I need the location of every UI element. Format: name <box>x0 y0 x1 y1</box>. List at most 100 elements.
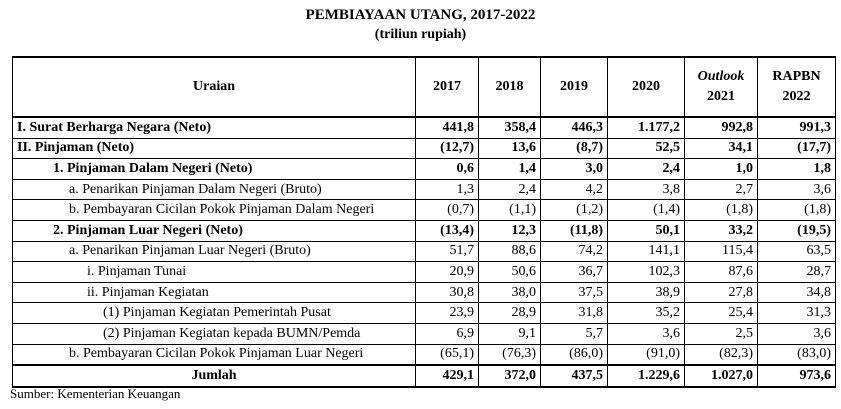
cell-2021: 34,1 <box>684 137 758 159</box>
cell-2017: (12,7) <box>415 137 479 159</box>
cell-2020: 35,2 <box>607 302 685 324</box>
row-pinjaman-dalam-negeri: 1. Pinjaman Dalam Negeri (Neto) 0,6 1,4 … <box>12 158 836 180</box>
cell-2020: 38,9 <box>607 281 685 303</box>
cell-2017: 441,8 <box>415 117 479 139</box>
cell-2017: 6,9 <box>415 322 479 345</box>
cell-2019: 446,3 <box>540 117 608 139</box>
cell-2019: (8,7) <box>540 137 608 159</box>
cell-2021: (82,3) <box>684 343 758 366</box>
cell-2022: 28,7 <box>757 261 836 283</box>
cell-2021: 1.027,0 <box>684 364 758 388</box>
cell-2022: 34,8 <box>757 281 836 303</box>
table-subtitle: (triliun rupiah) <box>374 27 467 42</box>
row-kegiatan-bumn-pemda: (2) Pinjaman Kegiatan kepada BUMN/Pemda … <box>12 322 836 345</box>
row-label: (1) Pinjaman Kegiatan Pemerintah Pusat <box>12 302 416 324</box>
cell-2020: 52,5 <box>607 137 685 159</box>
cell-2021: 1,0 <box>684 158 758 180</box>
cell-2021: 2,7 <box>684 178 758 200</box>
cell-2022: 63,5 <box>757 240 836 262</box>
cell-2021: 2,5 <box>684 322 758 345</box>
cell-2019: 437,5 <box>540 364 608 388</box>
cell-2022: 973,6 <box>757 364 836 388</box>
row-pinjaman-kegiatan: ii. Pinjaman Kegiatan 30,8 38,0 37,5 38,… <box>12 281 836 303</box>
cell-2022: (83,0) <box>757 343 836 366</box>
cell-2021: 992,8 <box>684 117 758 139</box>
cell-2022: 1,8 <box>757 158 836 180</box>
cell-2018: 28,9 <box>478 302 541 324</box>
row-kegiatan-pemerintah-pusat: (1) Pinjaman Kegiatan Pemerintah Pusat 2… <box>12 302 836 324</box>
row-label: a. Penarikan Pinjaman Luar Negeri (Bruto… <box>12 240 416 262</box>
header-year-2018: 2018 <box>478 56 541 118</box>
cell-2018: 13,6 <box>478 137 541 159</box>
cell-2017: (65,1) <box>415 343 479 366</box>
header-rapbn: RAPBN 2022 <box>757 56 836 118</box>
row-pinjaman-tunai: i. Pinjaman Tunai 20,9 50,6 36,7 102,3 8… <box>12 261 836 283</box>
cell-2019: 31,8 <box>540 302 608 324</box>
cell-2021: 115,4 <box>684 240 758 262</box>
row-label: ii. Pinjaman Kegiatan <box>12 281 416 303</box>
cell-2020: 141,1 <box>607 240 685 262</box>
header-year-2017: 2017 <box>415 56 479 118</box>
cell-2020: (91,0) <box>607 343 685 366</box>
cell-2018: 2,4 <box>478 178 541 200</box>
row-pembayaran-dalam-negeri: b. Pembayaran Cicilan Pokok Pinjaman Dal… <box>12 199 836 221</box>
row-label: b. Pembayaran Cicilan Pokok Pinjaman Dal… <box>12 199 416 221</box>
row-surat-berharga-negara: I. Surat Berharga Negara (Neto) 441,8 35… <box>12 117 836 139</box>
cell-2018: (76,3) <box>478 343 541 366</box>
row-pinjaman: II. Pinjaman (Neto) (12,7) 13,6 (8,7) 52… <box>12 137 836 159</box>
cell-2020: 1.229,6 <box>607 364 685 388</box>
row-label: 2. Pinjaman Luar Negeri (Neto) <box>12 219 416 242</box>
cell-2019: 37,5 <box>540 281 608 303</box>
header-year-2019: 2019 <box>540 56 608 118</box>
cell-2019: 74,2 <box>540 240 608 262</box>
cell-2018: 358,4 <box>478 117 541 139</box>
header-outlook: Outlook 2021 <box>684 56 758 118</box>
cell-2018: 88,6 <box>478 240 541 262</box>
cell-2018: 372,0 <box>478 364 541 388</box>
cell-2019: 5,7 <box>540 322 608 345</box>
header-rapbn-label: RAPBN <box>772 69 821 84</box>
cell-2020: 3,6 <box>607 322 685 345</box>
row-penarikan-luar-negeri: a. Penarikan Pinjaman Luar Negeri (Bruto… <box>12 240 836 262</box>
cell-2020: 1.177,2 <box>607 117 685 139</box>
cell-2022: (17,7) <box>757 137 836 159</box>
cell-2022: (1,8) <box>757 199 836 221</box>
cell-2018: (1,1) <box>478 199 541 221</box>
row-label: II. Pinjaman (Neto) <box>12 137 416 159</box>
cell-2018: 12,3 <box>478 219 541 242</box>
cell-2017: 30,8 <box>415 281 479 303</box>
cell-2019: (1,2) <box>540 199 608 221</box>
cell-2019: 36,7 <box>540 261 608 283</box>
cell-2020: 50,1 <box>607 219 685 242</box>
row-label: i. Pinjaman Tunai <box>12 261 416 283</box>
cell-2020: 2,4 <box>607 158 685 180</box>
cell-2021: 27,8 <box>684 281 758 303</box>
row-label: 1. Pinjaman Dalam Negeri (Neto) <box>12 158 416 180</box>
cell-2017: (0,7) <box>415 199 479 221</box>
cell-2018: 9,1 <box>478 322 541 345</box>
cell-2021: 87,6 <box>684 261 758 283</box>
cell-2021: 25,4 <box>684 302 758 324</box>
cell-2017: 51,7 <box>415 240 479 262</box>
row-label: (2) Pinjaman Kegiatan kepada BUMN/Pemda <box>12 322 416 345</box>
cell-2017: 429,1 <box>415 364 479 388</box>
cell-2018: 50,6 <box>478 261 541 283</box>
header-year-2020: 2020 <box>607 56 685 118</box>
row-label: b. Pembayaran Cicilan Pokok Pinjaman Lua… <box>12 343 416 366</box>
financing-table: Uraian 2017 2018 2019 2020 Outlook 2021 … <box>12 56 836 388</box>
row-total: Jumlah 429,1 372,0 437,5 1.229,6 1.027,0… <box>12 364 836 388</box>
cell-2019: (11,8) <box>540 219 608 242</box>
row-pinjaman-luar-negeri: 2. Pinjaman Luar Negeri (Neto) (13,4) 12… <box>12 219 836 242</box>
cell-2022: 31,3 <box>757 302 836 324</box>
cell-2020: 3,8 <box>607 178 685 200</box>
cell-2019: 3,0 <box>540 158 608 180</box>
cell-2018: 1,4 <box>478 158 541 180</box>
row-penarikan-dalam-negeri: a. Penarikan Pinjaman Dalam Negeri (Brut… <box>12 178 836 200</box>
cell-2018: 38,0 <box>478 281 541 303</box>
header-row: Uraian 2017 2018 2019 2020 Outlook 2021 … <box>12 56 836 118</box>
cell-2017: (13,4) <box>415 219 479 242</box>
row-label: a. Penarikan Pinjaman Dalam Negeri (Brut… <box>12 178 416 200</box>
header-outlook-label: Outlook <box>697 69 745 84</box>
cell-2022: 3,6 <box>757 178 836 200</box>
cell-2022: 3,6 <box>757 322 836 345</box>
